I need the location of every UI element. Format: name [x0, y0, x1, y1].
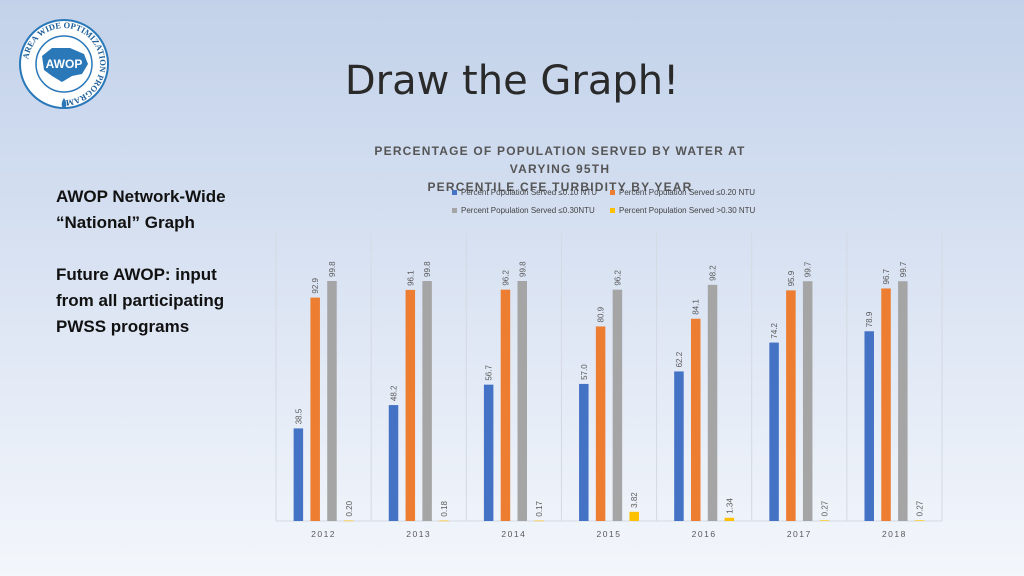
chart-title-line: PERCENTILE CFE TURBIDITY BY YEAR	[427, 180, 693, 194]
chart-title: PERCENTAGE OF POPULATION SERVED BY WATER…	[350, 142, 770, 196]
bar	[802, 281, 813, 521]
data-label: 96.2	[501, 270, 510, 286]
bar	[674, 371, 684, 521]
x-tick-label: 2018	[882, 529, 907, 539]
x-tick-label: 2016	[692, 529, 717, 539]
x-tick-label: 2017	[787, 529, 812, 539]
x-tick-label: 2015	[597, 529, 622, 539]
bar	[327, 281, 337, 521]
data-label: 74.2	[770, 322, 779, 338]
bar	[344, 520, 354, 522]
bar	[881, 288, 891, 521]
legend-label: Percent Population Served ≤0.20 NTU	[619, 188, 756, 197]
data-label: 98.2	[709, 265, 718, 281]
data-label: 99.8	[518, 261, 527, 277]
slide-title: Draw the Graph!	[344, 58, 680, 104]
x-tick-label: 2013	[406, 529, 431, 539]
data-label: 96.7	[882, 268, 891, 284]
data-label: 96.2	[613, 270, 622, 286]
bar	[500, 289, 511, 521]
legend-swatch-icon	[452, 190, 457, 195]
legend-swatch-icon	[610, 190, 615, 195]
data-label: 99.7	[804, 261, 813, 277]
logo-text: AWOP	[46, 57, 83, 71]
bar	[388, 405, 399, 521]
side-text-line: Future AWOP: input	[56, 265, 217, 284]
bar	[769, 342, 779, 521]
side-text: AWOP Network-Wide “National” Graph Futur…	[56, 184, 286, 340]
bar	[898, 281, 908, 521]
chart-legend: Percent Population Served ≤0.10 NTU Perc…	[452, 188, 792, 215]
x-tick-label: 2014	[501, 529, 526, 539]
data-label: 57.0	[580, 364, 589, 380]
data-label: 96.1	[406, 270, 415, 286]
bar	[819, 520, 830, 521]
legend-item: Percent Population Served ≤0.20 NTU	[610, 188, 780, 197]
legend-item: Percent Population Served ≤0.10 NTU	[452, 188, 610, 197]
bar	[579, 383, 589, 521]
data-label: 0.27	[820, 500, 829, 516]
data-label: 62.2	[675, 351, 684, 367]
data-label: 99.8	[423, 261, 432, 277]
data-label: 99.8	[328, 261, 337, 277]
data-label: 48.2	[390, 385, 399, 401]
bar	[724, 517, 735, 521]
bar	[517, 281, 528, 521]
bar	[786, 290, 796, 521]
bar	[310, 297, 320, 521]
data-label: 95.9	[787, 270, 796, 286]
bar	[629, 511, 639, 521]
side-text-line: PWSS programs	[56, 317, 190, 336]
legend-item: Percent Population Served >0.30 NTU	[610, 206, 780, 215]
bar	[707, 284, 718, 521]
legend-label: Percent Population Served ≤0.30NTU	[461, 206, 595, 215]
legend-swatch-icon	[610, 208, 615, 213]
data-label: 0.20	[345, 500, 354, 516]
awop-logo: AWOP AREA WIDE OPTIMIZATION PROGRAM	[19, 19, 109, 109]
legend-label: Percent Population Served >0.30 NTU	[619, 206, 756, 215]
data-label: 78.9	[865, 311, 874, 327]
bar	[483, 384, 494, 521]
bar	[864, 331, 874, 521]
data-label: 0.18	[440, 500, 449, 516]
bar	[612, 289, 623, 521]
side-text-line: AWOP Network-Wide	[56, 187, 226, 206]
legend-item: Percent Population Served ≤0.30NTU	[452, 206, 610, 215]
bar	[534, 520, 544, 522]
data-label: 0.27	[916, 500, 925, 516]
data-label: 92.9	[311, 277, 320, 293]
data-label: 84.1	[692, 299, 701, 315]
bar	[422, 281, 432, 521]
data-label: 56.7	[485, 365, 494, 381]
legend-swatch-icon	[452, 208, 457, 213]
x-tick-label: 2012	[311, 529, 336, 539]
bar	[690, 318, 701, 521]
side-text-line: from all participating	[56, 291, 225, 310]
bar	[595, 326, 606, 521]
data-label: 80.9	[597, 306, 606, 322]
data-label: 1.34	[725, 498, 734, 514]
bar	[405, 289, 416, 521]
chart-title-line: PERCENTAGE OF POPULATION SERVED BY WATER…	[374, 144, 746, 176]
data-label: 0.17	[535, 500, 544, 516]
data-label: 99.7	[899, 261, 908, 277]
data-label: 38.5	[294, 408, 303, 424]
data-label: 3.82	[630, 492, 639, 508]
bar	[293, 428, 304, 521]
bar	[439, 520, 449, 522]
bar	[914, 520, 925, 521]
side-text-line: “National” Graph	[56, 213, 195, 232]
legend-label: Percent Population Served ≤0.10 NTU	[461, 188, 598, 197]
